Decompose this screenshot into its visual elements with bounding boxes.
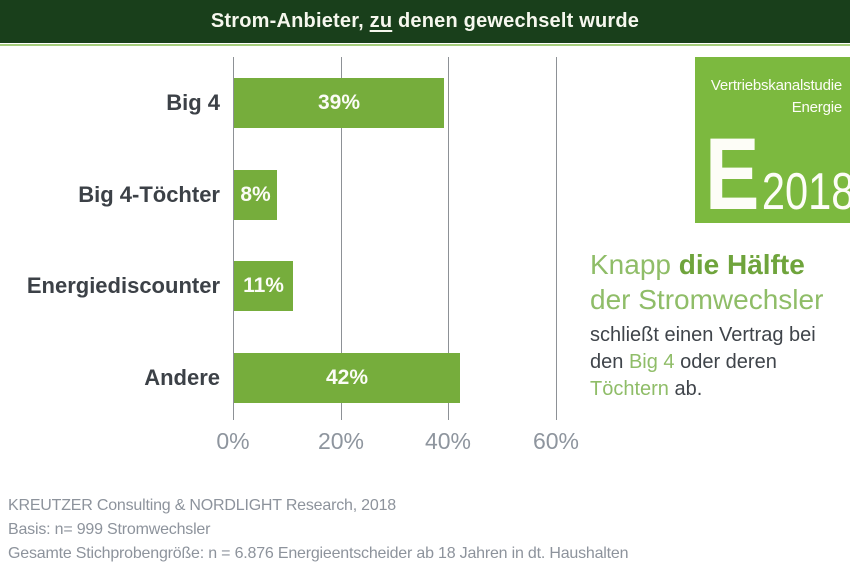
highlight-big4: Big 4 [628, 351, 675, 373]
badge-letter: E [705, 117, 760, 232]
category-label: Big 4 [166, 90, 220, 115]
gridline [556, 57, 557, 420]
badge-logo: E2018 [705, 123, 850, 225]
headline-bold: die Hälfte [678, 249, 805, 280]
source-line2: Basis: n= 999 Stromwechsler [8, 521, 211, 538]
badge-study-topic: Energie [791, 99, 843, 116]
gridline [341, 57, 342, 420]
body-line2: den Big 4 oder deren [590, 351, 777, 373]
body-line3: Töchtern ab. [590, 378, 703, 400]
x-tick-label: 0% [216, 428, 250, 454]
bar: 8% [234, 170, 277, 220]
x-tick-label: 20% [317, 428, 365, 454]
bar-value-label: 8% [240, 183, 271, 206]
key-finding-body: schließt einen Vertrag bei den Big 4 ode… [590, 322, 848, 403]
highlight-toechter: Töchtern [590, 378, 669, 400]
bar-value-label: 39% [317, 91, 361, 114]
bar-value-label: 42% [325, 366, 369, 389]
category-label: Andere [144, 365, 220, 390]
header-divider [0, 44, 850, 46]
bar: 11% [234, 261, 293, 311]
title-text-underlined: zu [369, 10, 393, 32]
x-tick-label: 60% [532, 428, 580, 454]
key-finding-headline-line1: Knapp die Hälfte [590, 247, 848, 282]
headline-regular: Knapp [590, 249, 679, 280]
category-label: Big 4-Töchter [78, 182, 220, 207]
source-note: KREUTZER Consulting & NORDLIGHT Research… [8, 494, 629, 566]
source-line3: Gesamte Stichprobengröße: n = 6.876 Ener… [8, 545, 629, 562]
study-badge: Vertriebskanalstudie Energie E2018 [695, 57, 850, 225]
bar: 39% [234, 78, 444, 128]
bar-value-label: 11% [243, 274, 284, 297]
key-finding: Knapp die Hälfte der Stromwechsler schli… [590, 247, 848, 403]
source-line1: KREUTZER Consulting & NORDLIGHT Research… [8, 497, 396, 514]
bar: 42% [234, 353, 460, 403]
gridline [448, 57, 449, 420]
category-label: Energiediscounter [26, 273, 220, 298]
body-line1: schließt einen Vertrag bei [590, 324, 816, 346]
key-finding-headline-line2: der Stromwechsler [590, 284, 824, 315]
page-title: Strom-Anbieter, zu denen gewechselt wurd… [0, 0, 850, 43]
badge-year: 2018 [761, 163, 850, 222]
x-tick-label: 40% [424, 428, 472, 454]
badge-study-name: Vertriebskanalstudie [710, 77, 842, 94]
title-text-pre: Strom-Anbieter, [210, 10, 370, 32]
title-text-post: denen gewechselt wurde [392, 10, 640, 32]
gridline [233, 57, 234, 420]
